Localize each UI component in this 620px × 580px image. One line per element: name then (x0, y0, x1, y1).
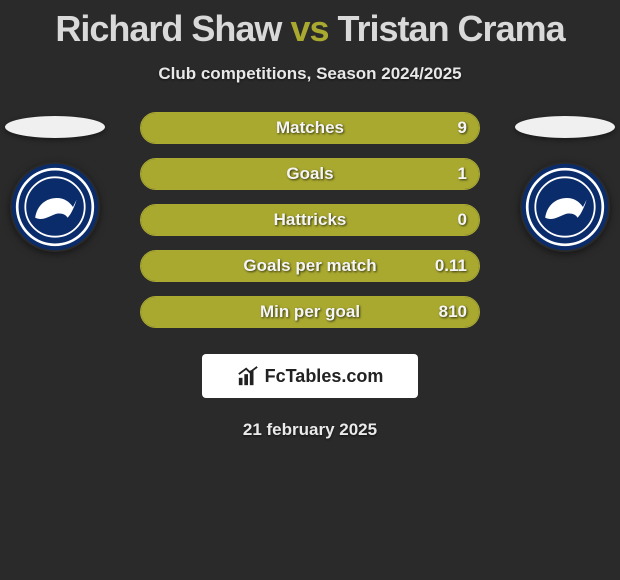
stat-label: Goals per match (243, 256, 376, 276)
date-text: 21 february 2025 (0, 420, 620, 440)
player1-club-badge (10, 162, 100, 252)
brand-badge: FcTables.com (202, 354, 418, 398)
stat-rows: Matches 9 Goals 1 Hattricks 0 Goals per match 0… (140, 112, 480, 328)
player2-photo-placeholder (515, 116, 615, 138)
stat-label: Hattricks (274, 210, 347, 230)
player2-column (510, 112, 620, 252)
stat-row: Goals 1 (140, 158, 480, 190)
player1-column (0, 112, 110, 252)
brand-text: FcTables.com (265, 366, 384, 387)
page-title: Richard Shaw vs Tristan Crama (0, 0, 620, 50)
vs-word: vs (290, 8, 328, 49)
stat-label: Matches (276, 118, 344, 138)
stat-row: Min per goal 810 (140, 296, 480, 328)
club-crest-icon (520, 162, 610, 252)
player2-name: Tristan Crama (338, 8, 565, 49)
stat-value-right: 0.11 (435, 256, 467, 276)
stat-value-right: 1 (458, 164, 467, 184)
player2-club-badge (520, 162, 610, 252)
comparison-panel: Matches 9 Goals 1 Hattricks 0 Goals per match 0… (0, 112, 620, 328)
stat-value-right: 810 (439, 302, 467, 322)
stat-value-right: 9 (458, 118, 467, 138)
stat-row: Goals per match 0.11 (140, 250, 480, 282)
stat-row: Hattricks 0 (140, 204, 480, 236)
player1-name: Richard Shaw (55, 8, 281, 49)
stat-row: Matches 9 (140, 112, 480, 144)
club-crest-icon (10, 162, 100, 252)
stat-value-right: 0 (458, 210, 467, 230)
stat-label: Goals (286, 164, 333, 184)
player1-photo-placeholder (5, 116, 105, 138)
stat-label: Min per goal (260, 302, 360, 322)
bar-chart-icon (237, 365, 259, 387)
subtitle: Club competitions, Season 2024/2025 (0, 64, 620, 84)
